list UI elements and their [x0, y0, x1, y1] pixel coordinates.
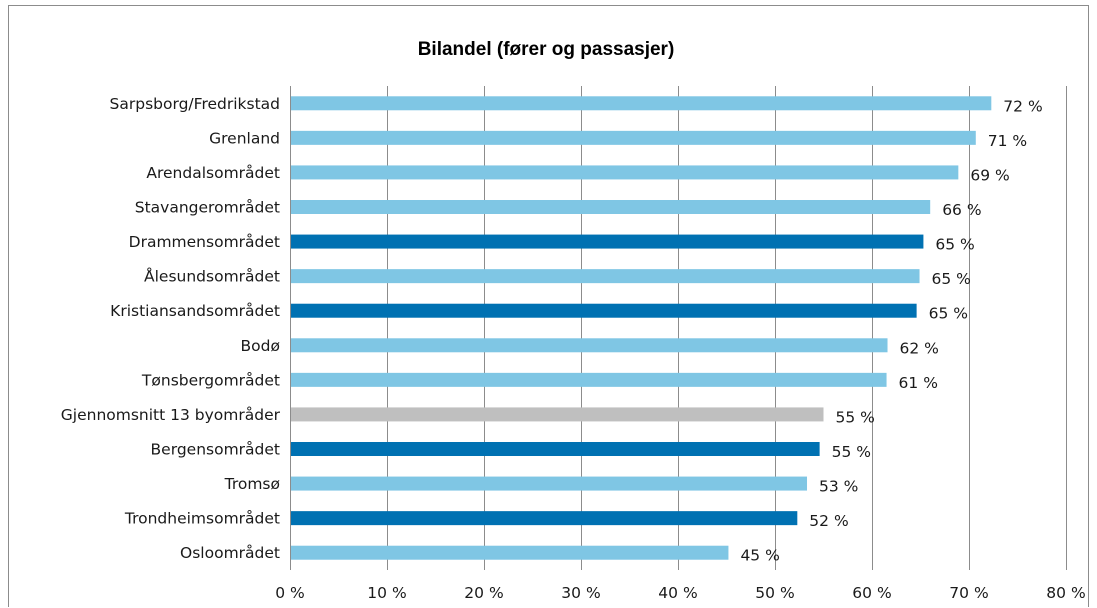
category-label: Bergensområdet [151, 441, 280, 459]
category-label: Gjennomsnitt 13 byområder [61, 406, 281, 424]
x-tick-label: 80 % [1046, 584, 1085, 602]
x-tick-label: 40 % [658, 584, 697, 602]
x-tick-label: 10 % [367, 584, 406, 602]
data-label: 65 % [929, 305, 968, 323]
category-label: Drammensområdet [129, 233, 280, 251]
category-label: Ålesundsområdet [144, 267, 280, 286]
data-labels: 72 % 71 % 69 % 66 % 65 % 65 % 65 % 62 % 61 % 55 %… [740, 97, 1042, 564]
bar [291, 442, 820, 456]
x-tick-label: 70 % [949, 584, 988, 602]
category-label: Osloområdet [180, 544, 280, 562]
bar [291, 545, 729, 560]
category-label: Kristiansandsområdet [110, 302, 280, 320]
data-label: 55 % [832, 443, 871, 461]
bar [291, 96, 992, 111]
category-label: Trondheimsområdet [124, 510, 280, 528]
chart-frame: Bilandel (fører og passasjer) Sarpsborg/… [8, 5, 1089, 607]
category-label: Stavangerområdet [135, 199, 280, 217]
data-label: 71 % [988, 132, 1027, 150]
bar [291, 200, 931, 214]
bar-chart: Bilandel (fører og passasjer) Sarpsborg/… [61, 39, 1086, 602]
bar [291, 338, 888, 353]
bar [291, 303, 917, 318]
bars [291, 96, 992, 560]
category-label: Bodø [241, 337, 280, 355]
x-tick-label: 30 % [561, 584, 600, 602]
bar [291, 407, 824, 422]
data-label: 66 % [942, 201, 981, 219]
data-label: 45 % [740, 547, 779, 565]
data-label: 55 % [836, 408, 875, 426]
data-label: 69 % [970, 166, 1009, 184]
x-tick-label: 0 % [275, 584, 305, 602]
bar [291, 165, 959, 180]
x-axis-ticks: 0 % 10 % 20 % 30 % 40 % 50 % 60 % 70 % 80 % [275, 584, 1085, 602]
data-label: 61 % [899, 374, 938, 392]
bar [291, 130, 976, 145]
data-label: 65 % [935, 236, 974, 254]
x-tick-label: 60 % [852, 584, 891, 602]
category-label: Grenland [209, 129, 280, 147]
category-labels: Sarpsborg/Fredrikstad Grenland Arendalsomr… [61, 95, 281, 562]
gridlines [290, 86, 1067, 570]
data-label: 53 % [819, 478, 858, 496]
bar [291, 234, 924, 249]
data-label: 65 % [932, 270, 971, 288]
category-label: Tønsbergområdet [141, 371, 280, 389]
category-label: Tromsø [224, 475, 280, 493]
bar [291, 511, 798, 526]
chart-title: Bilandel (fører og passasjer) [418, 39, 675, 60]
data-label: 72 % [1003, 97, 1042, 115]
data-label: 62 % [900, 339, 939, 357]
category-label: Arendalsområdet [146, 164, 280, 182]
bar [291, 476, 808, 491]
x-tick-label: 50 % [755, 584, 794, 602]
bar [291, 269, 920, 284]
category-label: Sarpsborg/Fredrikstad [110, 95, 280, 113]
x-tick-label: 20 % [464, 584, 503, 602]
data-label: 52 % [809, 512, 848, 530]
bar [291, 372, 887, 387]
